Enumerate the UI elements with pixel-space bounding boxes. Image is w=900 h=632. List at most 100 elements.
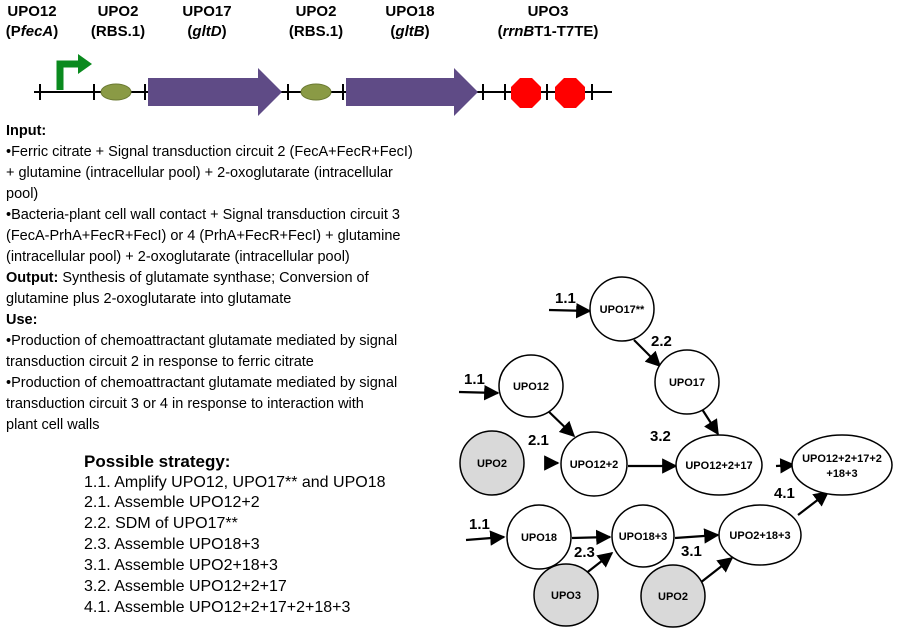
part-sub-upo18: (gltB) xyxy=(390,23,429,40)
part-sub-upo3: (rrnBT1-T7TE) xyxy=(498,23,599,40)
step-label: 4.1 xyxy=(774,485,795,502)
rbs-icon-2 xyxy=(300,83,332,101)
part-boundaries xyxy=(39,84,593,100)
part-label-upo17: UPO17 xyxy=(182,3,231,20)
desc-line: transduction circuit 2 in response to fe… xyxy=(6,354,314,370)
node-shape xyxy=(675,434,763,496)
strategy-title: Possible strategy: xyxy=(84,452,230,471)
node-final: UPO12+2+17+2 +18+3 xyxy=(791,434,893,496)
cds-gltd-icon xyxy=(148,68,282,116)
flow-arrows xyxy=(458,302,830,584)
node-upo2-b: UPO2 xyxy=(640,564,706,628)
part-labels: UPO12 (PfecA) UPO2 (RBS.1) UPO17 (gltD) … xyxy=(6,3,599,40)
step-label: 1.1 xyxy=(469,516,490,533)
node-shape xyxy=(791,434,893,496)
node-label: UPO2+18+3 xyxy=(729,530,790,542)
arrow-upo12-to-upo12-2 xyxy=(544,407,576,438)
desc-line: + glutamine (intracellular pool) + 2-oxo… xyxy=(6,165,393,181)
cds-gltb-icon xyxy=(346,68,478,116)
desc-line: Input: xyxy=(6,123,46,139)
terminator-icon-2 xyxy=(555,78,585,108)
desc-line: •Ferric citrate + Signal transduction ci… xyxy=(6,144,413,160)
strategy-step: 2.2. SDM of UPO17** xyxy=(84,515,238,532)
arrow-into-upo18 xyxy=(465,530,506,546)
node-label: +18+3 xyxy=(826,468,857,480)
part-label-upo12: UPO12 xyxy=(7,3,56,20)
node-upo2-a: UPO2 xyxy=(459,430,525,496)
node-upo17: UPO17 xyxy=(654,349,720,415)
node-shape xyxy=(654,349,720,415)
part-sub-upo17: (gltD) xyxy=(187,23,226,40)
node-shape xyxy=(718,504,802,566)
rbs-icon-1 xyxy=(100,83,132,101)
arrow-upo18-3-to-upo2-18-3 xyxy=(674,528,720,544)
step-label: 3.2 xyxy=(650,428,671,445)
node-shape xyxy=(560,431,628,497)
node-label: UPO12+2 xyxy=(570,459,619,471)
strategy-step: 2.1. Assemble UPO12+2 xyxy=(84,494,260,511)
node-shape xyxy=(589,276,655,342)
desc-line: pool) xyxy=(6,186,38,202)
node-label: UPO18+3 xyxy=(619,531,668,543)
terminator-icon-1 xyxy=(511,78,541,108)
node-label: UPO12+2+17+2 xyxy=(802,453,882,465)
arrow-upo2-18-3-to-final xyxy=(797,491,830,516)
genetic-construct xyxy=(34,54,612,116)
node-label: UPO2 xyxy=(658,591,688,603)
node-label: UPO3 xyxy=(551,590,581,602)
step-label: 1.1 xyxy=(555,290,576,307)
node-label: UPO17** xyxy=(600,304,645,316)
node-upo12: UPO12 xyxy=(498,354,564,418)
step-label: 2.1 xyxy=(528,432,549,449)
node-shape xyxy=(640,564,706,628)
node-shape xyxy=(611,504,675,568)
assembly-flow: UPO17** UPO17 UPO12 UPO2 UPO12+2 UPO12+2… xyxy=(458,276,893,628)
part-label-upo3: UPO3 xyxy=(528,3,569,20)
arrow-into-upo12 xyxy=(458,384,500,401)
node-upo3: UPO3 xyxy=(533,563,599,627)
node-label: UPO17 xyxy=(669,377,705,389)
description-text: Input: •Ferric citrate + Signal transduc… xyxy=(6,123,413,433)
strategy-step: 4.1. Assemble UPO12+2+17+2+18+3 xyxy=(84,599,351,616)
node-shape xyxy=(506,504,572,570)
part-sub-upo12: (PfecA) xyxy=(6,23,59,40)
arrow-upo18-to-upo18-3 xyxy=(571,529,612,546)
strategy-list: Possible strategy: 1.1. Amplify UPO12, U… xyxy=(84,452,386,616)
strategy-step: 1.1. Amplify UPO12, UPO17** and UPO18 xyxy=(84,474,386,491)
node-upo12-2-17: UPO12+2+17 xyxy=(675,434,763,496)
node-upo17ss: UPO17** xyxy=(589,276,655,342)
arrow-upo12-2-17-to-final xyxy=(775,458,796,474)
part-label-upo18: UPO18 xyxy=(385,3,434,20)
part-sub-upo2-a: (RBS.1) xyxy=(91,23,145,40)
node-upo18-3: UPO18+3 xyxy=(611,504,675,568)
strategy-step: 2.3. Assemble UPO18+3 xyxy=(84,536,260,553)
desc-line: •Bacteria-plant cell wall contact + Sign… xyxy=(6,207,400,223)
desc-line: transduction circuit 3 or 4 in response … xyxy=(6,396,364,412)
part-label-upo2-b: UPO2 xyxy=(296,3,337,20)
arrow-into-upo17ss xyxy=(548,302,592,319)
promoter-arrowhead-icon xyxy=(78,54,92,74)
desc-line: (FecA-PrhA+FecR+FecI) or 4 (PrhA+FecR+Fe… xyxy=(6,228,400,244)
node-label: UPO2 xyxy=(477,458,507,470)
node-label: UPO12+2+17 xyxy=(685,460,752,472)
step-label: 2.3 xyxy=(574,544,595,561)
node-shape xyxy=(459,430,525,496)
node-upo2-18-3: UPO2+18+3 xyxy=(718,504,802,566)
desc-line: Output: Synthesis of glutamate synthase;… xyxy=(6,270,370,286)
part-label-upo2-a: UPO2 xyxy=(98,3,139,20)
step-label: 3.1 xyxy=(681,543,702,560)
promoter-arrow-icon xyxy=(56,60,80,90)
node-upo12-2: UPO12+2 xyxy=(560,431,628,497)
desc-line: Use: xyxy=(6,312,37,328)
arrow-upo2-to-upo2-18-3 xyxy=(699,557,734,584)
desc-line: •Production of chemoattractant glutamate… xyxy=(6,375,397,391)
part-sub-upo2-b: (RBS.1) xyxy=(289,23,343,40)
step-label: 1.1 xyxy=(464,371,485,388)
step-label: 2.2 xyxy=(651,333,672,350)
node-label: UPO12 xyxy=(513,381,549,393)
node-shape xyxy=(533,563,599,627)
arrow-upo17-to-upo12-2-17 xyxy=(699,405,719,436)
desc-line: plant cell walls xyxy=(6,417,100,433)
